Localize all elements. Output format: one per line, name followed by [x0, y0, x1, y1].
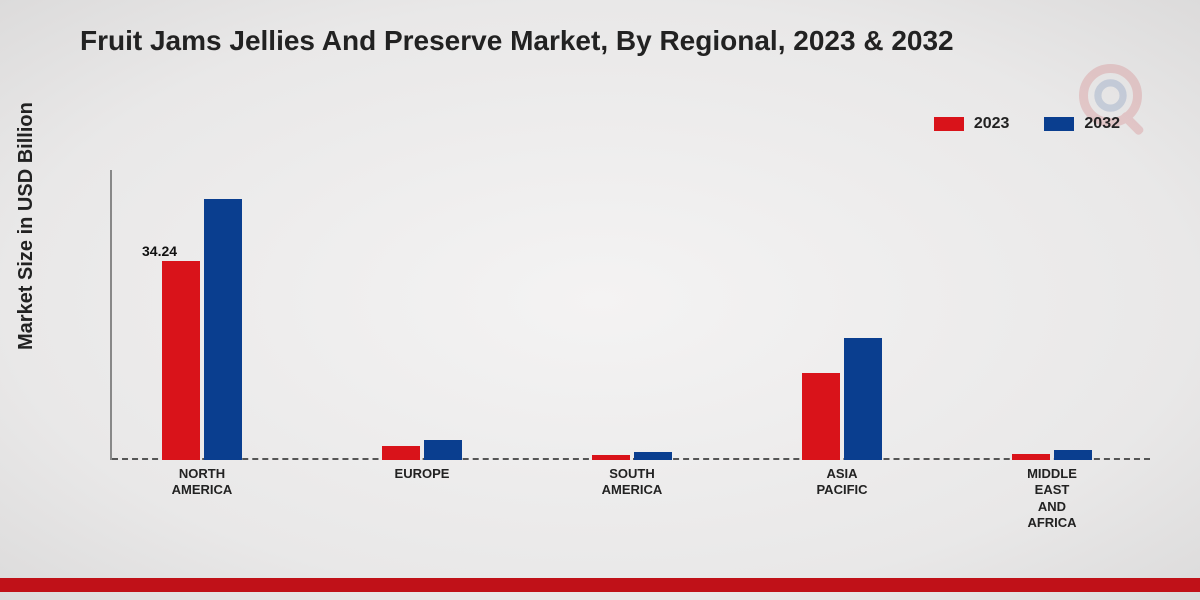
chart-title: Fruit Jams Jellies And Preserve Market, … — [80, 25, 954, 57]
category-label: SOUTHAMERICA — [572, 466, 692, 499]
bar-2032 — [204, 199, 242, 460]
bar-group — [572, 452, 692, 460]
chart-canvas: Fruit Jams Jellies And Preserve Market, … — [0, 0, 1200, 600]
bar-group — [782, 338, 902, 460]
bar-2023 — [802, 373, 840, 460]
y-axis-label: Market Size in USD Billion — [15, 102, 38, 350]
bar-2023 — [162, 261, 200, 460]
bar-2032 — [1054, 450, 1092, 460]
bar-2032 — [424, 440, 462, 460]
legend-label-2032: 2032 — [1084, 115, 1120, 133]
bar-2032 — [634, 452, 672, 460]
bar-group — [362, 440, 482, 460]
legend: 2023 2032 — [934, 115, 1120, 133]
category-label: ASIAPACIFIC — [782, 466, 902, 499]
category-label: EUROPE — [362, 466, 482, 482]
legend-swatch-2023 — [934, 117, 964, 131]
bar-2023 — [592, 455, 630, 460]
bar-group — [992, 450, 1112, 460]
bar-2023 — [1012, 454, 1050, 460]
bar-group: 34.24 — [142, 199, 262, 460]
legend-item-2032: 2032 — [1044, 115, 1120, 133]
legend-label-2023: 2023 — [974, 115, 1010, 133]
bar-2023 — [382, 446, 420, 461]
plot-area: 34.24NORTHAMERICAEUROPESOUTHAMERICAASIAP… — [110, 170, 1150, 460]
legend-item-2023: 2023 — [934, 115, 1010, 133]
category-label: NORTHAMERICA — [142, 466, 262, 499]
data-label: 34.24 — [142, 243, 177, 259]
legend-swatch-2032 — [1044, 117, 1074, 131]
category-label: MIDDLEEASTANDAFRICA — [992, 466, 1112, 531]
bar-2032 — [844, 338, 882, 460]
footer-accent-bar — [0, 578, 1200, 592]
